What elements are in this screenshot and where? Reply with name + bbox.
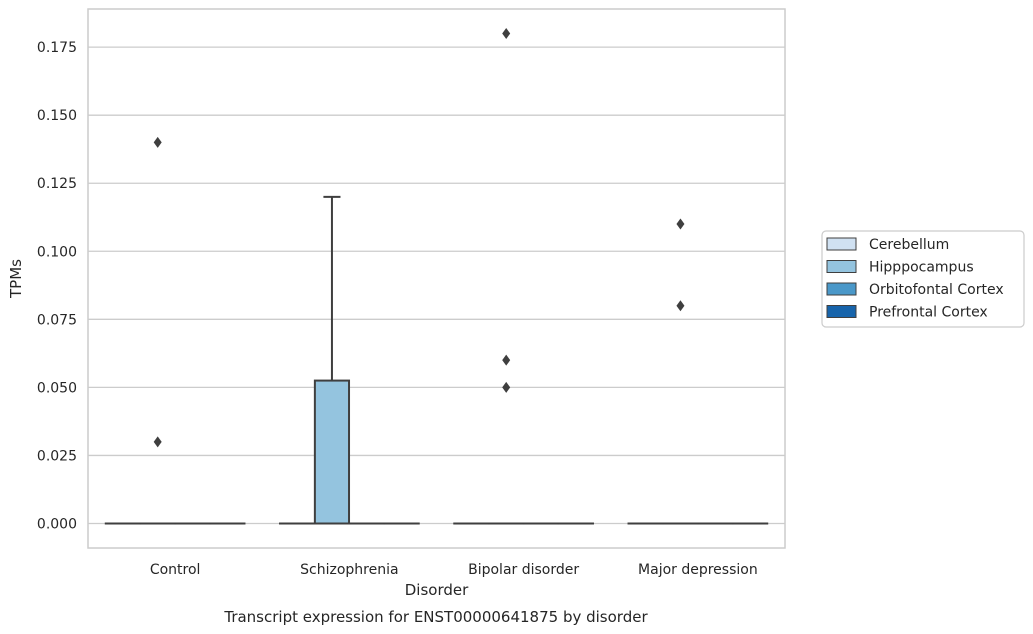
box-body [313, 379, 351, 525]
legend-entry-label: Hipppocampus [869, 260, 974, 276]
legend-swatch [826, 282, 857, 296]
outlier-point [502, 28, 511, 39]
outlier-point [153, 436, 162, 448]
chart-caption: Transcript expression for ENST0000064187… [223, 608, 648, 626]
y-tick-label: 0.050 [37, 380, 77, 396]
box-hipppocampus [139, 136, 176, 525]
legend-entry-label: Prefrontal Cortex [869, 305, 988, 321]
y-tick-label: 0.025 [37, 448, 77, 464]
y-tick-label: 0.000 [37, 517, 77, 533]
y-axis-ticks: 0.000 0.025 0.050 0.075 0.100 0.125 0.150 0.175 [37, 40, 77, 532]
plot-area-frame [87, 8, 786, 549]
x-tick-label: Schizophrenia [300, 562, 398, 578]
x-tick-label: Bipolar disorder [468, 562, 579, 578]
legend-entry-label: Orbitofontal Cortex [869, 282, 1004, 298]
y-axis-label: TPMs [7, 259, 25, 299]
box-hipppocampus [313, 195, 351, 525]
y-tick-label: 0.100 [37, 244, 77, 260]
grid-lines [88, 46, 785, 525]
x-tick-label: Control [150, 562, 201, 578]
legend-swatch [826, 305, 857, 318]
y-tick-label: 0.150 [37, 108, 77, 124]
legend-frame [821, 230, 1025, 328]
y-tick-label: 0.175 [37, 40, 77, 56]
legend-entry-label: Cerebellum [869, 237, 949, 253]
y-tick-label: 0.075 [37, 312, 77, 328]
box-layer [104, 28, 769, 525]
y-tick-label: 0.125 [37, 176, 77, 192]
outlier-point [153, 136, 162, 148]
x-tick-label: Major depression [638, 562, 758, 578]
box-hipppocampus [488, 28, 525, 525]
x-axis-ticks: Control Schizophrenia Bipolar disorder Majo… [150, 562, 758, 578]
outlier-point [502, 381, 511, 393]
legend-swatch [826, 260, 857, 273]
outlier-point [502, 354, 511, 366]
x-axis-label: Disorder [405, 581, 469, 599]
outlier-point [676, 218, 685, 230]
legend: Cerebellum Hipppocampus Orbitofontal Corte… [821, 230, 1025, 328]
outlier-point [676, 300, 685, 312]
legend-swatch [826, 237, 857, 251]
box-hipppocampus [662, 218, 699, 525]
